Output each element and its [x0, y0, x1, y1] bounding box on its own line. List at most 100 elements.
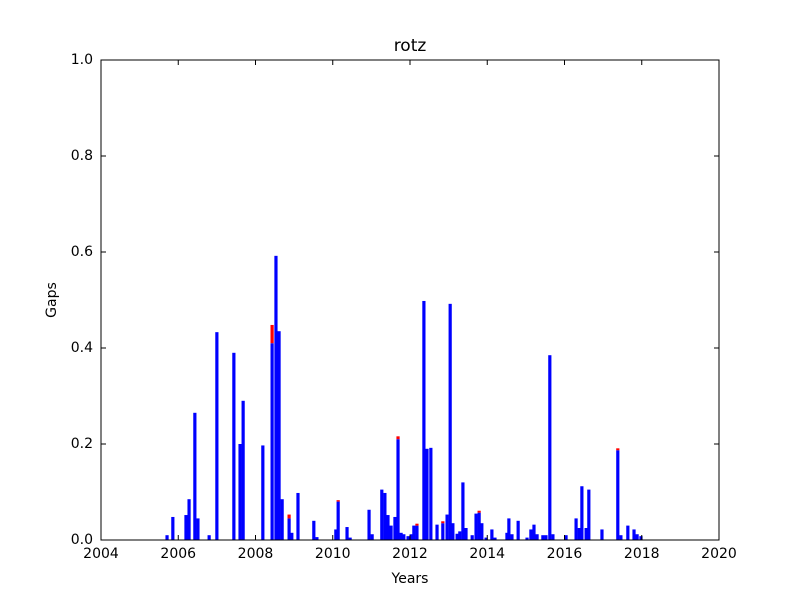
bar [296, 492, 300, 540]
x-tick-label: 2010 [315, 546, 351, 562]
bar [616, 448, 620, 451]
bar [564, 535, 568, 540]
bar [429, 447, 433, 540]
bar [474, 513, 478, 540]
bar [516, 520, 520, 540]
bar [616, 450, 620, 540]
y-axis-label: Gaps [44, 282, 60, 318]
bar [464, 528, 468, 540]
bar [389, 525, 393, 540]
bar [455, 533, 459, 540]
bar [461, 482, 465, 540]
bar [493, 537, 497, 540]
bar [370, 534, 374, 540]
x-axis-label: Years [391, 571, 429, 587]
bar [445, 514, 449, 540]
bar [532, 524, 536, 540]
bar [238, 444, 242, 540]
bar [422, 300, 426, 540]
y-tick-label: 0.8 [71, 148, 93, 164]
bar [525, 537, 529, 540]
bar [270, 324, 274, 344]
bar [477, 510, 481, 513]
bar [484, 537, 488, 540]
x-tick-label: 2012 [392, 546, 428, 562]
bar [409, 534, 413, 540]
y-tick-label: 1.0 [71, 52, 93, 68]
bar [458, 531, 462, 540]
bar [241, 400, 245, 540]
bar [584, 528, 588, 540]
bar [277, 331, 281, 540]
bar [635, 534, 639, 540]
bar [171, 516, 175, 540]
bar [386, 515, 390, 540]
bar [441, 523, 445, 540]
bar [187, 499, 191, 540]
bar [393, 516, 397, 540]
bar [207, 535, 211, 540]
bar [619, 535, 623, 540]
bar [406, 536, 410, 540]
bar [632, 529, 636, 540]
bar [470, 535, 474, 540]
bar [577, 528, 581, 540]
bar [336, 500, 340, 502]
bar [574, 518, 578, 540]
bar [334, 529, 338, 540]
bar [626, 525, 630, 540]
bar [270, 343, 274, 540]
bar [280, 499, 284, 540]
x-tick-label: 2006 [160, 546, 196, 562]
bar [383, 492, 387, 540]
y-tick-label: 0.0 [71, 532, 93, 548]
x-tick-label: 2020 [701, 546, 737, 562]
bar [412, 525, 416, 540]
bar [345, 527, 349, 540]
bar [529, 529, 533, 540]
bar [402, 534, 406, 540]
bar [415, 523, 419, 526]
x-tick-label: 2016 [547, 546, 583, 562]
y-tick-label: 0.2 [71, 436, 93, 452]
bar [287, 514, 291, 519]
bar [507, 518, 511, 540]
bar [261, 445, 265, 540]
x-tick-label: 2004 [83, 546, 119, 562]
bar [510, 534, 514, 540]
bar [315, 537, 319, 540]
bar [165, 535, 169, 540]
chart-title: rotz [394, 36, 427, 56]
bar [399, 532, 403, 540]
bar [451, 523, 455, 540]
bar [196, 518, 200, 540]
bar [551, 534, 555, 540]
x-tick-label: 2018 [624, 546, 660, 562]
bar [505, 532, 509, 540]
bar [193, 412, 197, 540]
bar [480, 523, 484, 540]
bar [287, 518, 291, 540]
bar [312, 520, 316, 540]
bar [232, 352, 236, 540]
bar [544, 535, 548, 540]
bar [274, 255, 278, 540]
bar [535, 534, 539, 540]
bar [548, 355, 552, 540]
bar [367, 509, 371, 540]
bar [600, 529, 604, 540]
bar [477, 512, 481, 540]
bar [184, 515, 188, 540]
y-tick-label: 0.4 [71, 340, 93, 356]
y-tick-label: 0.6 [71, 244, 93, 260]
bar [215, 332, 219, 540]
bar [448, 303, 452, 540]
bar [336, 501, 340, 540]
bar [425, 448, 429, 540]
bar [490, 529, 494, 540]
bar [290, 532, 294, 540]
bar [580, 486, 584, 540]
